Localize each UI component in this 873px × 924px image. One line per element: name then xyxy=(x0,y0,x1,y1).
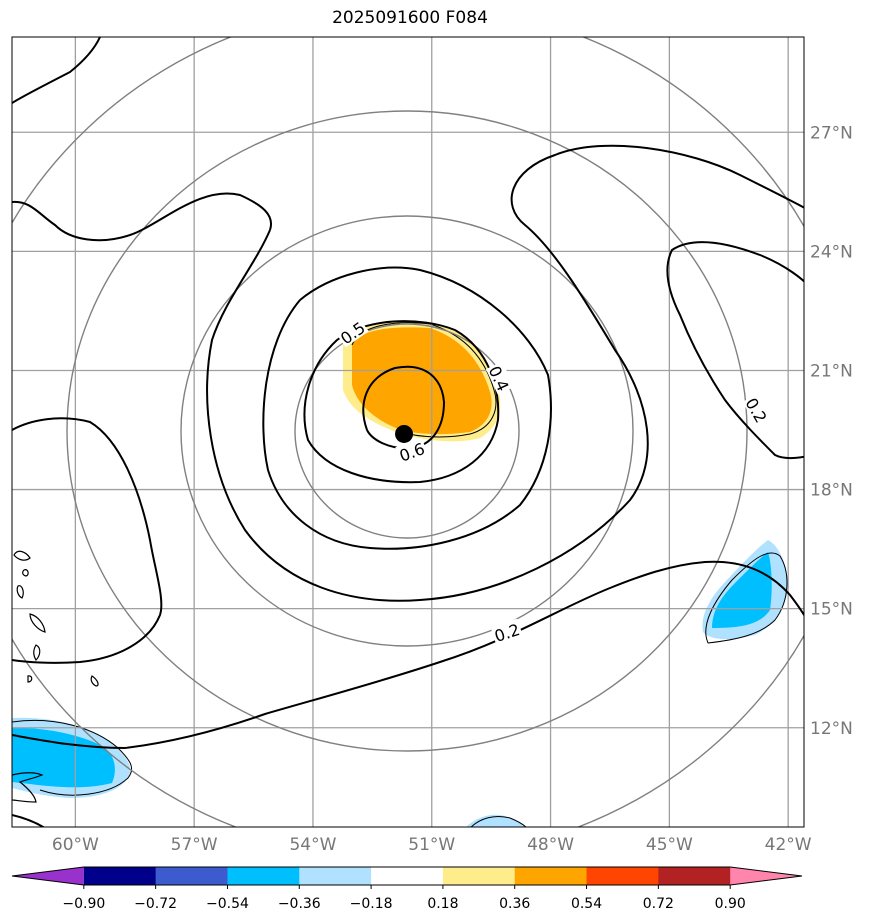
lon-label: 48°W xyxy=(527,835,574,855)
colorbar-extend-high xyxy=(730,867,802,885)
range-ring-2 xyxy=(180,215,634,647)
range-ring-1 xyxy=(294,323,520,539)
colorbar-tick-label: 0.36 xyxy=(499,896,530,912)
shaded-field xyxy=(12,320,789,827)
longitude-labels: 60°W 57°W 54°W 51°W 48°W 45°W 42°W xyxy=(52,835,812,855)
contour-0.4 xyxy=(262,266,552,550)
colorbar-tick-label: 0.54 xyxy=(571,896,602,912)
lat-label: 27°N xyxy=(810,123,853,143)
colorbar-tick-label: −0.18 xyxy=(350,896,393,912)
colorbar-segment xyxy=(586,867,659,885)
island-outline xyxy=(16,585,24,599)
colorbar-segment xyxy=(658,867,731,885)
lat-label: 21°N xyxy=(810,361,853,381)
lat-label: 24°N xyxy=(810,242,853,262)
island-outline xyxy=(12,772,44,803)
contour-fragment-bottomleft xyxy=(12,814,46,827)
colorbar-segment xyxy=(442,867,516,885)
lat-label: 12°N xyxy=(810,719,853,739)
latitude-labels: 27°N 24°N 21°N 18°N 15°N 12°N xyxy=(810,123,853,738)
colorbar-segment xyxy=(227,867,300,885)
island-outline xyxy=(22,569,29,577)
colorbar-extend-low xyxy=(12,867,84,885)
colorbar-tick-label: −0.72 xyxy=(134,896,177,912)
range-ring-3 xyxy=(66,110,748,752)
island-outline xyxy=(33,644,41,661)
map-frame xyxy=(11,36,805,828)
contour-0.3 xyxy=(206,144,804,602)
island-outline xyxy=(90,675,99,687)
island-outline xyxy=(13,550,31,561)
colorbar-segment xyxy=(514,867,588,885)
colorbar-tick-label: 0.72 xyxy=(643,896,674,912)
colorbar-tick-label: 0.18 xyxy=(427,896,458,912)
colorbar-segment xyxy=(371,867,444,885)
contour-0.2-left xyxy=(12,417,163,664)
lat-label: 18°N xyxy=(810,481,853,501)
lon-label: 51°W xyxy=(408,835,455,855)
lon-label: 60°W xyxy=(52,835,99,855)
contour-0.5 xyxy=(303,320,500,484)
coastlines xyxy=(12,550,99,803)
colorbar-segment xyxy=(155,867,228,885)
island-outline xyxy=(29,613,46,633)
graticule xyxy=(12,37,804,827)
positive-orange-region xyxy=(352,327,492,435)
contour-0.2-bottom xyxy=(12,560,804,750)
colorbar-tick-label: −0.90 xyxy=(62,896,105,912)
lon-label: 45°W xyxy=(646,835,693,855)
colorbar-segment xyxy=(83,867,157,885)
lon-label: 42°W xyxy=(765,835,812,855)
contour-0.3-topleft xyxy=(12,37,101,104)
colorbar-tick-label: −0.54 xyxy=(206,896,249,912)
contour-label: 0.2 xyxy=(490,618,523,646)
lat-label: 15°N xyxy=(810,600,853,620)
negative-blue-region-left xyxy=(12,727,115,788)
lon-label: 57°W xyxy=(171,835,218,855)
lon-label: 54°W xyxy=(289,835,336,855)
negative-lightblue-region-bottom xyxy=(466,814,526,827)
plot-title: 2025091600 F084 xyxy=(332,8,488,28)
colorbar-tick-label: 0.90 xyxy=(715,896,746,912)
colorbar-segment xyxy=(299,867,372,885)
island-outline xyxy=(27,675,33,683)
colorbar-tick-label: −0.36 xyxy=(278,896,321,912)
contour-0.3-left xyxy=(12,192,273,242)
contour-label: 0.6 xyxy=(395,437,428,466)
storm-center-marker xyxy=(395,424,414,443)
range-rings xyxy=(12,37,804,827)
colorbar: −0.90 −0.72 −0.54 −0.36 −0.18 0.18 0.36 0.54 0.7… xyxy=(11,866,803,912)
contour-0.2-right xyxy=(666,241,804,459)
